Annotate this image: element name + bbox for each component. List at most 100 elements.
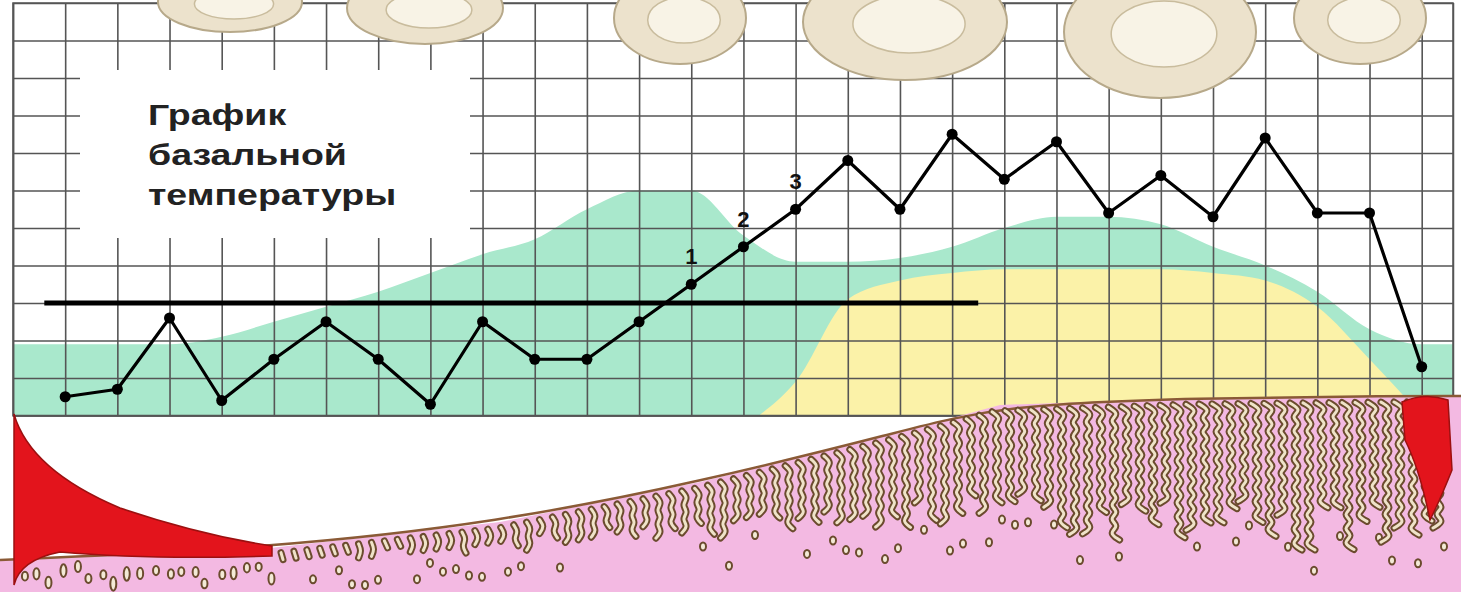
gland-outer bbox=[371, 542, 373, 556]
gland-outer bbox=[759, 472, 764, 514]
gland-dot bbox=[1311, 567, 1317, 575]
gland-inner bbox=[1212, 404, 1224, 523]
gland-dot bbox=[124, 567, 130, 581]
bbt-point bbox=[164, 313, 175, 324]
gland-outer bbox=[1199, 404, 1211, 523]
gland-dot bbox=[336, 566, 342, 574]
gland-outer bbox=[410, 538, 412, 552]
title: Графикбазальнойтемпературы bbox=[148, 98, 396, 212]
gland-outer bbox=[591, 509, 595, 537]
tick bbox=[1265, 3, 1266, 416]
gland-dot bbox=[349, 580, 355, 588]
gland-inner bbox=[785, 466, 793, 529]
gland-outer bbox=[578, 512, 582, 540]
gland-dot bbox=[999, 516, 1005, 524]
ovary bbox=[803, 0, 1007, 80]
gland-outer bbox=[346, 545, 349, 552]
annotations: 123 bbox=[685, 169, 802, 269]
plot-marks bbox=[60, 129, 1428, 410]
gland-outer bbox=[527, 522, 530, 550]
tick bbox=[13, 341, 1453, 342]
gland-inner bbox=[565, 514, 568, 542]
bbt-point bbox=[477, 316, 488, 327]
gland-inner bbox=[1044, 409, 1051, 507]
grid-line bbox=[534, 3, 536, 416]
gland-inner bbox=[914, 433, 920, 503]
bbt-point bbox=[425, 399, 436, 410]
gland-inner bbox=[307, 550, 309, 557]
gland-dot bbox=[466, 571, 472, 579]
gland-inner bbox=[1160, 405, 1168, 503]
tick bbox=[65, 3, 66, 416]
gland-outer bbox=[307, 550, 309, 557]
gland-outer bbox=[863, 446, 869, 516]
gland-dot bbox=[557, 564, 563, 572]
bbt-point bbox=[1103, 208, 1114, 219]
gland-dot bbox=[153, 566, 159, 575]
gland-outer bbox=[772, 469, 780, 518]
gland-inner bbox=[578, 512, 582, 540]
gland-outer bbox=[721, 482, 726, 538]
gland-dot bbox=[168, 569, 174, 578]
gland-inner bbox=[889, 440, 898, 517]
gland-outer bbox=[979, 415, 986, 513]
gland-inner bbox=[281, 553, 283, 560]
gland-dot bbox=[1194, 543, 1200, 551]
gland-inner bbox=[1005, 411, 1015, 502]
gland-outer bbox=[914, 433, 920, 503]
gland-outer bbox=[1394, 402, 1402, 528]
hormone-area bbox=[759, 269, 1422, 415]
gland-dot bbox=[1441, 542, 1447, 550]
bbt-point bbox=[1208, 211, 1219, 222]
gland-inner bbox=[630, 501, 636, 536]
gland-outer bbox=[1005, 411, 1015, 502]
gland-inner bbox=[371, 542, 373, 556]
gland-outer bbox=[1355, 402, 1367, 521]
gland-outer bbox=[850, 450, 856, 520]
gland-inner bbox=[346, 545, 349, 552]
gland-outer bbox=[927, 429, 936, 520]
grid-line bbox=[1004, 3, 1006, 416]
gland-dot bbox=[1246, 521, 1252, 529]
gland-outer bbox=[1225, 404, 1237, 509]
chart-root: Графикбазальнойтемпературы123 bbox=[0, 0, 1461, 592]
bbt-point bbox=[1416, 361, 1427, 372]
gland-outer bbox=[695, 488, 702, 523]
gland-dot bbox=[244, 563, 250, 572]
ovary-inner bbox=[194, 0, 273, 19]
grid-line bbox=[1265, 3, 1267, 416]
gland-outer bbox=[1368, 402, 1380, 507]
annotation: 1 bbox=[685, 244, 697, 269]
coverline bbox=[44, 301, 978, 306]
gland-inner bbox=[1147, 406, 1159, 525]
gland-dot bbox=[427, 559, 433, 567]
ovary bbox=[158, 0, 302, 32]
gland-inner bbox=[1031, 410, 1041, 501]
menses-right bbox=[1402, 396, 1452, 520]
grid-line bbox=[13, 265, 1453, 267]
gland-dot bbox=[1389, 556, 1395, 564]
ovary-inner bbox=[1328, 0, 1401, 43]
gland-outer bbox=[1031, 410, 1041, 501]
gland-dot bbox=[1077, 556, 1083, 564]
gland-dot bbox=[33, 568, 39, 579]
gland-dot bbox=[1025, 518, 1031, 526]
gland-outer bbox=[837, 453, 842, 523]
gland-outer bbox=[682, 491, 686, 533]
gland-dot bbox=[1337, 532, 1343, 540]
gland-outer bbox=[669, 494, 675, 529]
gland-outer bbox=[384, 541, 387, 548]
gland-inner bbox=[1121, 407, 1129, 505]
gland-outer bbox=[1018, 410, 1025, 494]
gland-dot bbox=[518, 562, 524, 570]
bbt-point bbox=[1051, 136, 1062, 147]
gland-outer bbox=[604, 507, 610, 528]
gland-outer bbox=[1381, 402, 1389, 542]
gland-inner bbox=[1355, 402, 1367, 521]
annotation: 2 bbox=[737, 207, 749, 232]
tick bbox=[1056, 3, 1057, 416]
gland-inner bbox=[1277, 403, 1285, 515]
gland-outer bbox=[1160, 405, 1168, 503]
gland-dot bbox=[479, 573, 485, 581]
bbt-line bbox=[65, 134, 1422, 404]
